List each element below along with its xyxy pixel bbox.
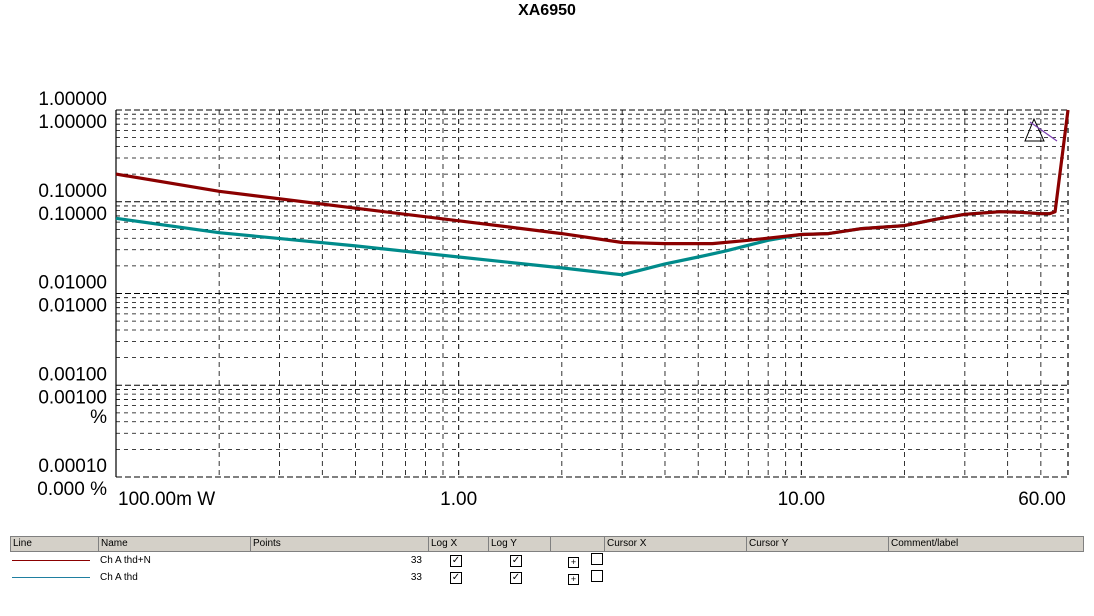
legend-row[interactable]: Ch A thd+N 33 ✓ ✓ + xyxy=(10,552,1084,569)
y-tick-label: 1.00000 xyxy=(38,89,107,110)
x-tick-label: 1.00 xyxy=(440,489,477,510)
cursor-triangle xyxy=(1024,117,1045,142)
y-tick-label: 0.000 % xyxy=(37,479,107,500)
cursor-controls: + xyxy=(550,570,604,585)
x-axis-ticks: 100.00m W 1.00 10.00 60.00 xyxy=(118,489,1066,510)
series-lines xyxy=(115,109,1070,277)
header-points[interactable]: Points xyxy=(251,537,429,551)
header-name[interactable]: Name xyxy=(99,537,251,551)
series-line xyxy=(115,109,1070,246)
legend-header: Line Name Points Log X Log Y Cursor X Cu… xyxy=(10,536,1084,552)
x-tick-label: 100.00m W xyxy=(118,489,215,510)
header-cursor-x[interactable]: Cursor X xyxy=(605,537,747,551)
legend-swatch xyxy=(12,559,90,561)
header-cursor-y[interactable]: Cursor Y xyxy=(747,537,889,551)
log-x-checkbox[interactable]: ✓ xyxy=(450,554,462,567)
header-log-x[interactable]: Log X xyxy=(429,537,489,551)
cursor-checkbox[interactable] xyxy=(591,570,603,582)
header-comment[interactable]: Comment/label xyxy=(891,538,959,549)
y-tick-label: 0.00100 xyxy=(38,364,107,385)
legend-row[interactable]: Ch A thd 33 ✓ ✓ + xyxy=(10,569,1084,586)
y-tick-label: 0.00100 xyxy=(38,387,107,408)
legend-table: Line Name Points Log X Log Y Cursor X Cu… xyxy=(10,536,1084,586)
cursor-controls: + xyxy=(550,553,604,568)
log-x-checkbox[interactable]: ✓ xyxy=(450,571,462,584)
cursor-line xyxy=(1029,121,1058,142)
log-x-cell: ✓ xyxy=(428,554,488,567)
series-line xyxy=(115,210,1050,277)
y-tick-label: 0.10000 xyxy=(38,181,107,202)
legend-swatch-cell xyxy=(10,572,98,583)
x-tick-label: 60.00 xyxy=(1018,489,1066,510)
header-log-y[interactable]: Log Y xyxy=(489,537,551,551)
log-y-cell: ✓ xyxy=(488,554,550,567)
legend-points: 33 xyxy=(410,572,422,583)
cursor-marker xyxy=(1024,117,1058,142)
y-unit-label: % xyxy=(90,407,107,428)
y-tick-label: 0.10000 xyxy=(38,204,107,225)
log-y-checkbox[interactable]: ✓ xyxy=(510,571,522,584)
y-tick-label: 1.00000 xyxy=(38,112,107,133)
header-line[interactable]: Line xyxy=(11,537,99,551)
y-tick-label: 0.01000 xyxy=(38,273,107,294)
legend-name: Ch A thd+N xyxy=(100,555,151,566)
legend-swatch xyxy=(12,576,90,578)
cursor-checkbox[interactable] xyxy=(591,553,603,565)
log-y-cell: ✓ xyxy=(488,571,550,584)
legend-swatch-cell xyxy=(10,555,98,566)
log-y-checkbox[interactable]: ✓ xyxy=(510,554,522,567)
expand-icon[interactable]: + xyxy=(568,574,579,585)
y-tick-label: 0.01000 xyxy=(38,296,107,317)
legend-points: 33 xyxy=(410,555,422,566)
y-tick-label: 0.00010 xyxy=(38,456,107,477)
legend-name: Ch A thd xyxy=(100,572,138,583)
legend-rows: Ch A thd+N 33 ✓ ✓ + Ch A thd 33 ✓ ✓ + xyxy=(10,552,1084,586)
expand-icon[interactable]: + xyxy=(568,557,579,568)
x-tick-label: 10.00 xyxy=(778,489,826,510)
grid xyxy=(115,109,1069,478)
header-blank[interactable] xyxy=(551,537,605,551)
log-x-cell: ✓ xyxy=(428,571,488,584)
chart-title: XA6950 xyxy=(518,2,576,19)
